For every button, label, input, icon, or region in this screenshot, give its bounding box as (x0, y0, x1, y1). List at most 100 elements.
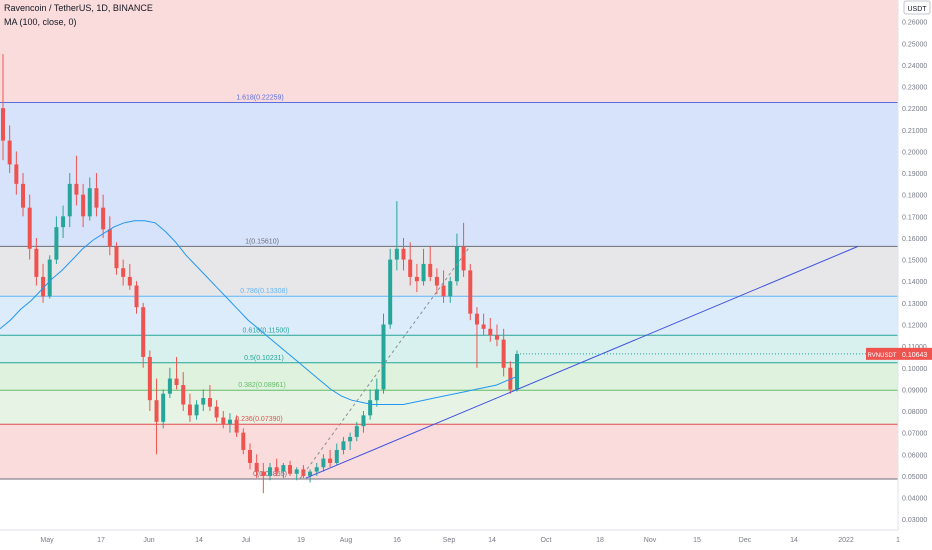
time-tick-label: Dec (739, 537, 752, 544)
price-tick-label: 0.19000 (902, 171, 927, 178)
candle-body (67, 183, 72, 217)
candle-body (127, 276, 132, 286)
candle-body (508, 367, 513, 390)
fib-zone (0, 102, 898, 247)
fib-zone (0, 296, 898, 336)
time-tick-label: 14 (195, 537, 203, 544)
candle-body (7, 140, 12, 165)
time-tick-label: 1 (896, 537, 900, 544)
candle-body (201, 398, 206, 405)
candle-body (294, 469, 299, 474)
candle-body (341, 441, 346, 450)
candle-body (288, 465, 293, 474)
candle-body (301, 469, 306, 476)
candle-body (348, 436, 353, 442)
currency-badge-label: USDT (907, 6, 927, 13)
candle-body (428, 263, 433, 277)
time-tick-label: 14 (790, 537, 798, 544)
candle-body (434, 276, 439, 286)
candle-body (354, 426, 359, 437)
price-tag (898, 347, 932, 360)
candle-body (14, 164, 19, 184)
candle-body (114, 246, 119, 269)
fib-zone (0, 335, 898, 363)
fib-level-label: 1(0.15610) (245, 238, 279, 245)
candle-body (401, 248, 406, 260)
candle-body (167, 378, 172, 394)
candle-body (207, 398, 212, 407)
candle-body (101, 207, 106, 230)
fib-level-label: 0.786(0.13308) (240, 288, 287, 295)
symbol-tag (866, 347, 898, 360)
fib-level-label: 0.5(0.10231) (244, 355, 284, 362)
candle-body (121, 268, 126, 277)
price-tick-label: 0.21000 (902, 128, 927, 135)
candle-body (227, 419, 232, 424)
candle-body (34, 248, 39, 277)
candle-body (268, 467, 273, 476)
candle-body (181, 385, 186, 405)
candle-body (54, 227, 59, 260)
candle-body (107, 229, 112, 247)
fib-zone (0, 424, 898, 480)
price-tick-label: 0.23000 (902, 85, 927, 92)
price-tick-label: 0.16000 (902, 236, 927, 243)
candle-body (481, 324, 486, 329)
time-tick-label: 15 (693, 537, 701, 544)
candle-body (254, 462, 259, 472)
price-tick-label: 0.17000 (902, 214, 927, 221)
candle-body (154, 400, 159, 422)
price-tick-label: 0.03000 (902, 517, 927, 524)
time-tick-label: 19 (297, 537, 305, 544)
candle-body (361, 415, 366, 427)
candle-body (314, 467, 319, 472)
candle-body (474, 313, 479, 325)
candle-body (494, 335, 499, 340)
candle-body (94, 188, 99, 208)
candle-body (41, 276, 46, 297)
candle-body (0, 108, 6, 141)
candle-body (81, 194, 86, 217)
price-tick-label: 0.26000 (902, 20, 927, 27)
price-tick-label: 0.22000 (902, 106, 927, 113)
candle-body (408, 259, 413, 277)
time-tick-label: Aug (340, 537, 353, 544)
price-tick-label: 0.07000 (902, 431, 927, 438)
price-tick-label: 0.24000 (902, 63, 927, 70)
candle-body (501, 339, 506, 368)
candle-body (247, 449, 252, 463)
fib-zone (0, 362, 898, 391)
candle-body (174, 378, 179, 386)
price-tick-label: 0.18000 (902, 193, 927, 200)
time-tick-label: 14 (488, 537, 496, 544)
price-tick-label: 0.11000 (902, 344, 927, 351)
candle-body (388, 259, 393, 325)
price-tick-label: 0.08000 (902, 409, 927, 416)
candle-body (274, 467, 279, 472)
candle-body (141, 307, 146, 357)
symbol-title: Ravencoin / TetherUS, 1D, BINANCE (4, 3, 153, 13)
candle-body (414, 276, 419, 282)
candle-body (214, 406, 219, 418)
price-tick-label: 0.15000 (902, 258, 927, 265)
fib-level-label: 0.618(0.11500) (243, 327, 290, 334)
currency-badge (903, 0, 931, 15)
candle-body (488, 328, 493, 336)
time-tick-label: May (40, 537, 54, 544)
price-tag-value: 0.10643 (902, 352, 927, 359)
candle-body (514, 353, 520, 390)
time-tick-label: Jul (242, 537, 251, 544)
candle-body (334, 449, 339, 463)
time-axis (0, 530, 932, 550)
candle-body (308, 471, 313, 476)
time-tick-label: 17 (97, 537, 105, 544)
time-tick-label: Oct (541, 537, 552, 544)
price-tick-label: 0.06000 (902, 452, 927, 459)
candle-body (194, 404, 199, 416)
candle-body (328, 458, 333, 463)
candle-body (134, 285, 139, 308)
candle-body (241, 432, 246, 450)
time-tick-label: Jun (143, 537, 154, 544)
